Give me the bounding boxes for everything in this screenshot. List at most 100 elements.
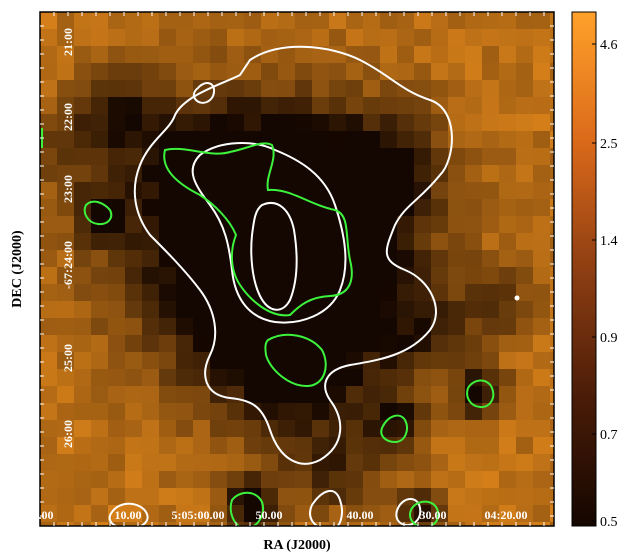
- green-contour-right-1: [380, 414, 408, 444]
- map-cell: [176, 352, 194, 370]
- map-cell: [40, 97, 58, 115]
- map-cell: [414, 454, 432, 472]
- map-cell: [414, 284, 432, 302]
- map-cell: [227, 437, 245, 455]
- map-cell: [533, 403, 551, 421]
- map-cell: [397, 29, 415, 47]
- map-cell: [312, 505, 330, 523]
- map-cell: [312, 454, 330, 472]
- map-cell: [159, 471, 177, 489]
- map-cell: [431, 420, 449, 438]
- map-cell: [278, 471, 296, 489]
- map-cell: [40, 131, 58, 149]
- map-cell: [176, 250, 194, 268]
- map-cell: [159, 216, 177, 234]
- image-frame: [39, 11, 555, 527]
- map-cell: [142, 216, 160, 234]
- map-cell: [448, 80, 466, 98]
- map-cell: [108, 335, 126, 353]
- map-cell: [448, 165, 466, 183]
- map-cell: [448, 454, 466, 472]
- map-cell: [57, 420, 75, 438]
- map-cell: [465, 284, 483, 302]
- green-contour-right-2: [466, 379, 495, 409]
- map-cell: [40, 267, 58, 285]
- map-cell: [261, 63, 279, 81]
- map-cell: [210, 63, 228, 81]
- map-cell: [550, 488, 554, 506]
- map-cell: [159, 267, 177, 285]
- map-cell: [482, 335, 500, 353]
- dec-tick-label: 26:00: [61, 420, 75, 448]
- map-cell: [74, 131, 92, 149]
- map-cell: [244, 97, 262, 115]
- map-cell: [312, 437, 330, 455]
- map-cell: [499, 318, 517, 336]
- map-cell: [125, 369, 143, 387]
- map-cell: [329, 335, 347, 353]
- map-cell: [244, 403, 262, 421]
- map-cell: [40, 12, 58, 30]
- map-cell: [516, 216, 534, 234]
- map-cell: [244, 80, 262, 98]
- map-cell: [499, 165, 517, 183]
- map-cell: [57, 335, 75, 353]
- white-contour-small-top: [192, 82, 216, 104]
- map-cell: [499, 301, 517, 319]
- map-cell: [74, 369, 92, 387]
- map-cell: [193, 386, 211, 404]
- map-cell: [516, 63, 534, 81]
- map-cell: [482, 233, 500, 251]
- map-cell: [550, 46, 554, 64]
- map-cell: [516, 46, 534, 64]
- map-cell: [465, 233, 483, 251]
- map-cell: [414, 131, 432, 149]
- map-cell: [448, 182, 466, 200]
- map-cell: [278, 505, 296, 523]
- map-cell: [244, 114, 262, 132]
- map-cell: [40, 505, 58, 523]
- map-cell: [499, 131, 517, 149]
- map-cell: [380, 284, 398, 302]
- map-cell: [363, 29, 381, 47]
- map-cell: [363, 284, 381, 302]
- map-cell: [363, 369, 381, 387]
- map-cell: [57, 12, 75, 30]
- map-cell: [57, 63, 75, 81]
- map-cell: [193, 80, 211, 98]
- map-cell: [414, 165, 432, 183]
- map-cell: [533, 420, 551, 438]
- map-cell: [550, 97, 554, 115]
- map-cell: [176, 97, 194, 115]
- map-cell: [108, 403, 126, 421]
- map-cell: [533, 46, 551, 64]
- map-cell: [499, 216, 517, 234]
- map-cell: [448, 233, 466, 251]
- map-cell: [176, 369, 194, 387]
- map-cell: [346, 318, 364, 336]
- map-cell: [125, 199, 143, 217]
- map-cell: [448, 369, 466, 387]
- map-cell: [159, 420, 177, 438]
- map-cell: [329, 505, 347, 523]
- map-cell: [176, 131, 194, 149]
- map-cell: [278, 233, 296, 251]
- map-cell: [533, 199, 551, 217]
- map-cell: [499, 114, 517, 132]
- map-cell: [91, 131, 109, 149]
- map-cell: [312, 165, 330, 183]
- map-cell: [397, 420, 415, 438]
- map-cell: [108, 352, 126, 370]
- map-cell: [499, 522, 517, 526]
- map-cell: [40, 216, 58, 234]
- map-cell: [482, 437, 500, 455]
- map-cell: [210, 12, 228, 30]
- map-cell: [516, 250, 534, 268]
- map-cell: [329, 97, 347, 115]
- map-cell: [414, 386, 432, 404]
- map-cell: [550, 216, 554, 234]
- map-cell: [465, 369, 483, 387]
- map-cell: [346, 471, 364, 489]
- map-cell: [295, 386, 313, 404]
